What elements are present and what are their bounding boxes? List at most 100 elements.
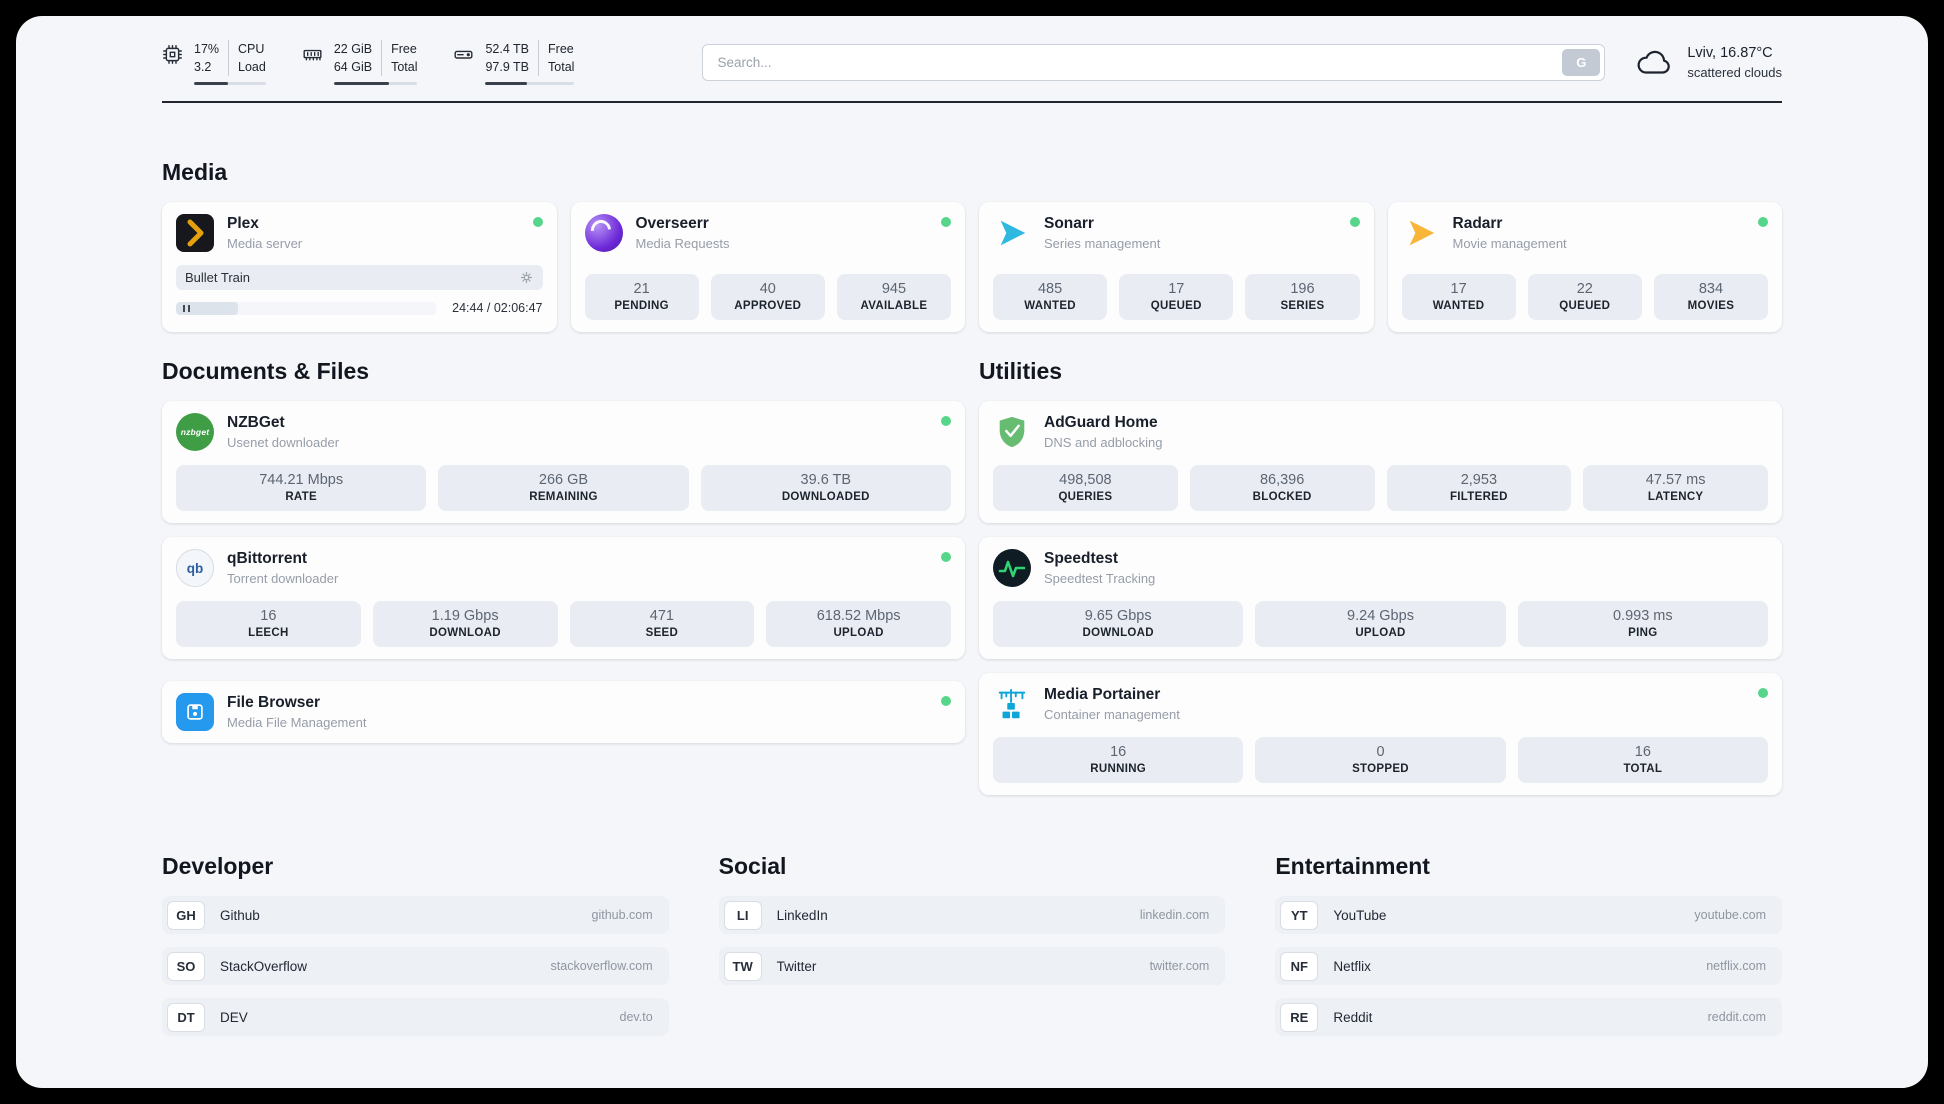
bookmark-stackoverflow[interactable]: SO StackOverflow stackoverflow.com (162, 947, 669, 986)
cpu-load-label: Load (238, 60, 266, 75)
status-online-dot (532, 217, 543, 228)
stat-filtered: 2,953 FILTERED (1386, 465, 1572, 512)
stat-upload: 618.52 Mbps UPLOAD (766, 601, 951, 648)
playback-row: 24:44 / 02:06:47 (176, 301, 543, 315)
bookmark-name: Twitter (776, 958, 817, 974)
bookmark-netflix[interactable]: NF Netflix netflix.com (1275, 947, 1782, 986)
stat-download: 9.65 Gbps DOWNLOAD (993, 601, 1244, 648)
app-card-sonarr[interactable]: Sonarr Series management 485 WANTED 17 Q… (979, 202, 1374, 333)
bookmark-dev[interactable]: DT DEV dev.to (162, 998, 669, 1037)
bookmark-abbr: GH (167, 900, 205, 930)
app-card-plex[interactable]: Plex Media server Bullet Train (162, 202, 557, 333)
app-subtitle: Media server (227, 236, 303, 252)
bookmark-name: StackOverflow (220, 958, 308, 974)
stat-seed: 471 SEED (569, 601, 755, 648)
portainer-icon (993, 685, 1031, 723)
weather-condition: scattered clouds (1687, 64, 1782, 80)
app-card-qbittorrent[interactable]: qb qBittorrent Torrent downloader 16 LEE… (162, 537, 965, 660)
middle-grid: Documents & Files nzbget NZBGet Usenet d… (162, 332, 1782, 796)
bookmark-url: twitter.com (1149, 959, 1210, 974)
stat-running: 16 RUNNING (993, 737, 1244, 784)
stat-total: 16 TOTAL (1517, 737, 1768, 784)
memory-free-value: 22 GiB (333, 42, 373, 56)
app-card-nzbget[interactable]: nzbget NZBGet Usenet downloader 744.21 M… (162, 401, 965, 524)
app-subtitle: Container management (1044, 707, 1180, 723)
memory-usage-bar (333, 82, 418, 86)
search-engine-button[interactable]: G (1562, 49, 1601, 77)
app-card-speedtest[interactable]: Speedtest Speedtest Tracking 9.65 Gbps D… (979, 537, 1782, 660)
app-name: Media Portainer (1044, 686, 1161, 704)
section-title-entertainment: Entertainment (1275, 853, 1430, 880)
bookmark-linkedin[interactable]: LI LinkedIn linkedin.com (718, 896, 1226, 935)
disk-free-label: Free (548, 42, 574, 56)
bookmark-abbr: TW (723, 951, 762, 981)
bookmark-name: LinkedIn (776, 907, 828, 923)
app-card-overseerr[interactable]: Overseerr Media Requests 21 PENDING 40 A… (570, 202, 965, 333)
app-card-filebrowser[interactable]: File Browser Media File Management (162, 681, 965, 744)
bookmark-url: github.com (591, 908, 653, 923)
divider (538, 40, 540, 77)
bookmark-twitter[interactable]: TW Twitter twitter.com (718, 947, 1226, 986)
stat-available: 945 AVAILABLE (836, 274, 952, 321)
status-online-dot (941, 552, 951, 563)
section-title-documents: Documents & Files (162, 358, 370, 385)
app-name: AdGuard Home (1044, 414, 1158, 432)
stat-wanted: 17 WANTED (1401, 274, 1516, 321)
stat-blocked: 86,396 BLOCKED (1189, 465, 1375, 512)
disk-free-value: 52.4 TB (485, 42, 530, 56)
stat-movies: 834 MOVIES (1653, 274, 1769, 321)
bookmark-name: YouTube (1333, 907, 1387, 923)
playback-progress[interactable] (176, 301, 437, 315)
memory-total-label: Total (391, 60, 418, 75)
app-name: Radarr (1452, 215, 1503, 233)
pause-icon[interactable] (183, 304, 190, 312)
bookmark-url: dev.to (619, 1010, 653, 1025)
stat-ping: 0.993 ms PING (1517, 601, 1768, 648)
app-card-radarr[interactable]: Radarr Movie management 17 WANTED 22 QUE… (1387, 202, 1782, 333)
bookmark-url: linkedin.com (1139, 908, 1210, 923)
cpu-label: CPU (238, 42, 265, 56)
cpu-widget: 17% 3.2 CPU Load (162, 40, 266, 86)
now-playing-row: Bullet Train (176, 265, 543, 291)
settings-icon[interactable] (519, 270, 534, 285)
weather-widget: Lviv, 16.87°C scattered clouds (1635, 44, 1782, 81)
stat-queries: 498,508 QUERIES (993, 465, 1178, 512)
bookmark-reddit[interactable]: RE Reddit reddit.com (1275, 998, 1782, 1037)
bookmark-url: youtube.com (1694, 908, 1766, 923)
app-name: Sonarr (1044, 215, 1094, 233)
app-subtitle: Media File Management (227, 715, 367, 731)
weather-location: Lviv, 16.87°C (1687, 45, 1773, 62)
app-name: Overseerr (635, 215, 709, 233)
app-card-adguard[interactable]: AdGuard Home DNS and adblocking 498,508 … (979, 401, 1782, 524)
bookmark-github[interactable]: GH Github github.com (162, 896, 669, 935)
status-online-dot (941, 696, 951, 707)
header-bar: 17% 3.2 CPU Load (162, 16, 1782, 101)
bookmark-url: netflix.com (1706, 959, 1766, 974)
cpu-icon (163, 45, 182, 64)
bookmark-name: Github (220, 907, 260, 923)
filebrowser-icon (176, 693, 214, 732)
system-stats: 17% 3.2 CPU Load (162, 40, 575, 86)
documents-column: Documents & Files nzbget NZBGet Usenet d… (162, 332, 965, 744)
bookmark-name: DEV (220, 1009, 248, 1025)
nzbget-icon: nzbget (176, 413, 214, 452)
bookmarks-grid: Developer GH Github github.com SO StackO… (162, 795, 1782, 1037)
bookmark-youtube[interactable]: YT YouTube youtube.com (1275, 896, 1782, 935)
stat-series: 196 SERIES (1245, 274, 1360, 321)
stat-queued: 17 QUEUED (1119, 274, 1234, 321)
bookmark-url: reddit.com (1707, 1010, 1766, 1025)
stat-remaining: 266 GB REMAINING (438, 465, 689, 512)
app-card-portainer[interactable]: Media Portainer Container management 16 … (979, 673, 1782, 796)
memory-icon (303, 49, 322, 61)
bookmark-abbr: YT (1280, 900, 1319, 930)
app-subtitle: Series management (1044, 236, 1161, 252)
speedtest-icon (993, 549, 1031, 588)
stat-stopped: 0 STOPPED (1255, 737, 1506, 784)
memory-free-label: Free (391, 42, 417, 56)
status-online-dot (1758, 217, 1768, 228)
playback-time: 24:44 / 02:06:47 (452, 301, 543, 316)
app-subtitle: DNS and adblocking (1044, 435, 1163, 451)
search-input[interactable] (702, 44, 1606, 82)
now-playing-title: Bullet Train (185, 270, 251, 286)
bookmark-abbr: RE (1280, 1002, 1319, 1032)
